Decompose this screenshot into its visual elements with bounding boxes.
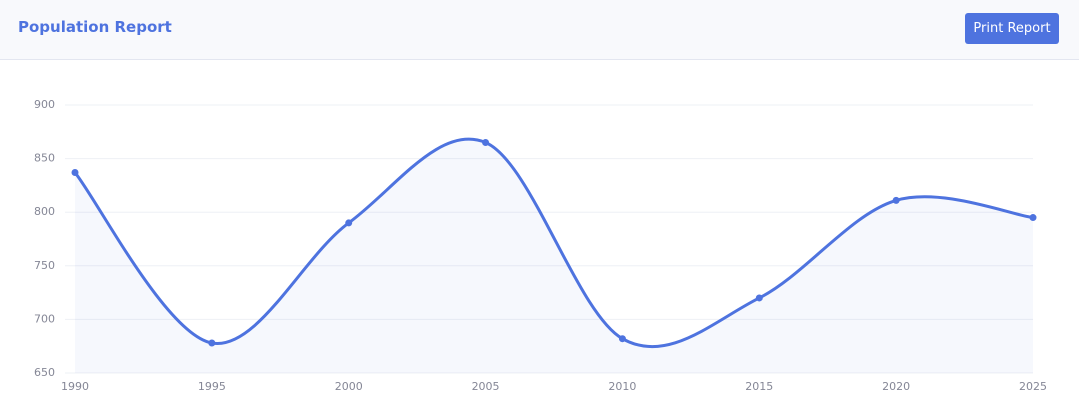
point bbox=[892, 196, 900, 204]
point bbox=[1029, 214, 1037, 222]
area bbox=[75, 139, 1033, 373]
y-tick-label: 900 bbox=[34, 98, 55, 111]
y-tick-label: 750 bbox=[34, 259, 55, 272]
point bbox=[345, 219, 353, 227]
card-title: Population Report bbox=[18, 18, 172, 36]
y-tick-label: 700 bbox=[34, 312, 55, 325]
x-tick-label: 2010 bbox=[608, 380, 636, 393]
x-tick-label: 2005 bbox=[472, 380, 500, 393]
x-tick-label: 1995 bbox=[198, 380, 226, 393]
point bbox=[618, 335, 626, 343]
y-tick-label: 800 bbox=[34, 205, 55, 218]
card-header: Population Report Print Report bbox=[0, 0, 1079, 60]
point bbox=[482, 139, 490, 147]
x-tick-label: 2025 bbox=[1019, 380, 1047, 393]
y-tick-label: 850 bbox=[34, 152, 55, 165]
x-tick-label: 2000 bbox=[335, 380, 363, 393]
chart: 650 700 750 800 850 900 1990 1995 2000 2005 2010 20… bbox=[34, 98, 1047, 393]
x-tick-label: 2015 bbox=[745, 380, 773, 393]
point bbox=[755, 294, 763, 302]
x-tick-label: 1990 bbox=[61, 380, 89, 393]
y-tick-label: 650 bbox=[34, 366, 55, 379]
point bbox=[71, 169, 79, 177]
x-tick-label: 2020 bbox=[882, 380, 910, 393]
point bbox=[208, 339, 216, 347]
print-button[interactable]: Print Report bbox=[965, 13, 1059, 44]
